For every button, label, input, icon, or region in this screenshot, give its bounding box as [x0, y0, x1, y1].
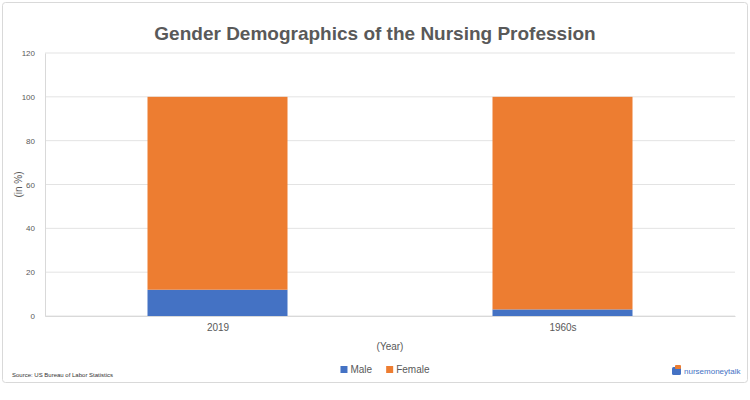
- y-tick-label: 80: [26, 137, 35, 146]
- y-tick: 60: [26, 181, 45, 190]
- y-tick-label: 100: [22, 93, 36, 102]
- y-tick-label: 20: [26, 268, 35, 277]
- plot-area: 0 20 40 60 80 100 120 2019 1960s: [22, 49, 736, 333]
- bar: [493, 309, 633, 316]
- x-axis-line: [46, 316, 736, 317]
- grid-line: [45, 53, 735, 54]
- source-note: Source: US Bureau of Labor Statistics: [12, 372, 113, 378]
- y-tick-label: 40: [26, 224, 35, 233]
- logo-text: nursemoneytalk: [684, 367, 741, 376]
- chart-frame: [3, 3, 748, 383]
- y-axis-line: [45, 54, 46, 317]
- chart-title: Gender Demographics of the Nursing Profe…: [154, 23, 595, 44]
- y-tick-label: 60: [26, 181, 35, 190]
- y-tick: 120: [22, 49, 45, 58]
- legend-swatch: [340, 366, 347, 373]
- y-tick: 0: [31, 312, 45, 321]
- x-tick-label: 1960s: [549, 322, 576, 333]
- bars: [148, 97, 633, 316]
- bar: [493, 97, 633, 310]
- y-tick-label: 0: [31, 312, 36, 321]
- logo: nursemoneytalk: [672, 365, 741, 376]
- x-tick: 2019: [207, 322, 230, 333]
- y-axis: 0 20 40 60 80 100 120: [22, 49, 46, 321]
- x-axis-title: (Year): [377, 341, 404, 352]
- grid: [45, 53, 735, 316]
- legend-label: Female: [396, 364, 430, 375]
- logo-icon: [675, 365, 681, 369]
- bar: [148, 97, 288, 290]
- x-tick: 1960s: [549, 322, 576, 333]
- legend: Male Female: [340, 364, 429, 375]
- y-tick-label: 120: [22, 49, 36, 58]
- x-tick-label: 2019: [207, 322, 230, 333]
- bar: [148, 290, 288, 316]
- y-tick: 40: [26, 224, 45, 233]
- legend-item: Male: [340, 364, 372, 375]
- legend-item: Female: [386, 364, 430, 375]
- y-tick: 100: [22, 93, 45, 102]
- y-tick: 20: [26, 268, 45, 277]
- legend-swatch: [386, 366, 393, 373]
- y-tick: 80: [26, 137, 45, 146]
- x-axis: 2019 1960s: [46, 317, 736, 334]
- chart-svg: Gender Demographics of the Nursing Profe…: [0, 0, 750, 400]
- y-axis-title: (in %): [13, 171, 24, 197]
- legend-label: Male: [350, 364, 372, 375]
